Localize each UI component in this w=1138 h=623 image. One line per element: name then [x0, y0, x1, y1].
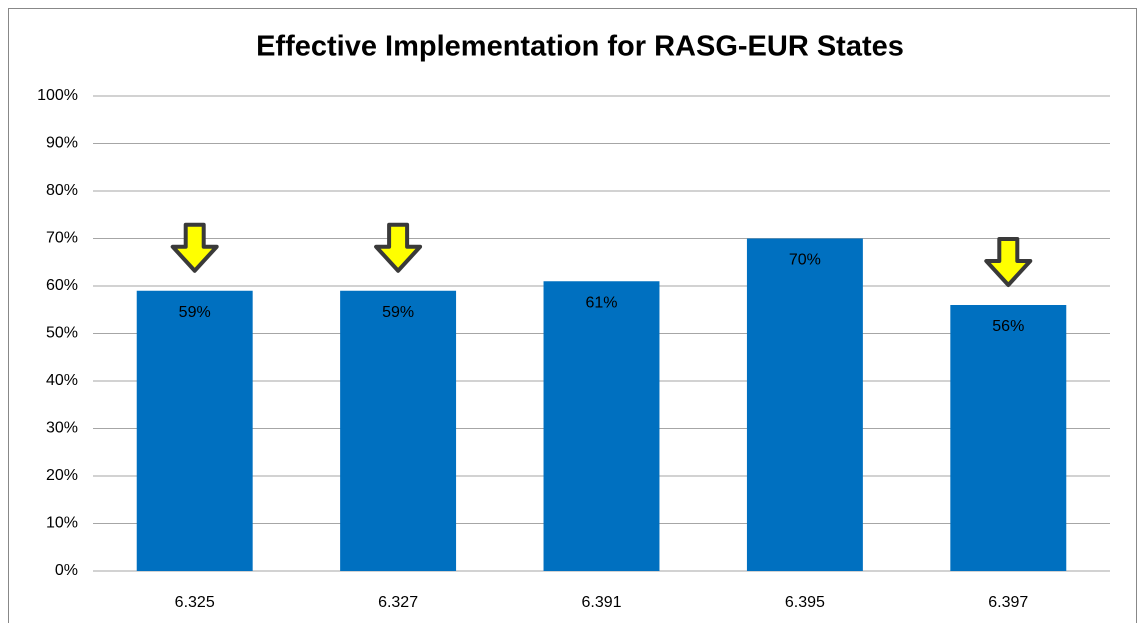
arrow-marker: [374, 222, 423, 273]
y-tick-label: 0%: [55, 562, 78, 579]
chart-title: Effective Implementation for RASG-EUR St…: [256, 31, 904, 63]
y-tick-label: 80%: [46, 182, 78, 199]
arrow-marker: [170, 222, 219, 273]
x-tick-label: 6.327: [378, 594, 418, 611]
y-tick-label: 30%: [46, 420, 78, 437]
arrow-marker: [984, 237, 1033, 287]
value-label: 59%: [382, 304, 414, 321]
value-label: 61%: [585, 294, 617, 311]
value-label: 70%: [789, 252, 821, 269]
x-tick-label: 6.325: [175, 594, 215, 611]
bar: [746, 238, 863, 571]
y-tick-label: 100%: [37, 87, 78, 104]
x-tick-label: 6.391: [581, 594, 621, 611]
y-tick-label: 10%: [46, 515, 78, 532]
y-tick-label: 90%: [46, 135, 78, 152]
y-tick-label: 50%: [46, 325, 78, 342]
bar: [340, 290, 457, 571]
bar: [950, 305, 1067, 571]
value-label: 56%: [992, 318, 1024, 335]
x-tick-label: 6.395: [785, 594, 825, 611]
y-tick-label: 70%: [46, 230, 78, 247]
x-tick-label: 6.397: [988, 594, 1028, 611]
bar: [543, 281, 660, 571]
y-tick-label: 40%: [46, 372, 78, 389]
y-tick-label: 20%: [46, 467, 78, 484]
y-tick-label: 60%: [46, 277, 78, 294]
value-label: 59%: [179, 304, 211, 321]
bar: [136, 290, 253, 571]
